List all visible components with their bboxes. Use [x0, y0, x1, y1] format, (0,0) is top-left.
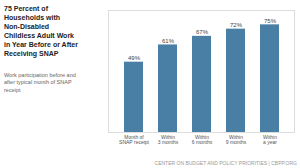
html-text:75 Percent of Households with: 75 Percent of Households with Non-Disabl…: [4, 5, 78, 58]
svg-text:75%: 75%: [264, 18, 277, 24]
html-text:CENTER ON BUDGET AND POLICY PR: CENTER ON BUDGET AND POLICY PRIORITIES |…: [154, 160, 297, 166]
svg-text:72%: 72%: [230, 22, 243, 28]
html-text:Work participation before and: Work participation before and after typi…: [4, 72, 76, 93]
svg-text:61%: 61%: [162, 38, 175, 44]
svg-text:Within9 months: Within9 months: [226, 134, 247, 145]
svg-text:Within6 months: Within6 months: [192, 134, 213, 145]
svg-text:Month ofSNAP receipt: Month ofSNAP receipt: [119, 134, 150, 145]
svg-text:67%: 67%: [196, 29, 209, 35]
svg-text:49%: 49%: [128, 55, 141, 61]
svg-text:Within3 months: Within3 months: [158, 134, 179, 145]
svg-text:Withina year: Withina year: [263, 134, 277, 145]
